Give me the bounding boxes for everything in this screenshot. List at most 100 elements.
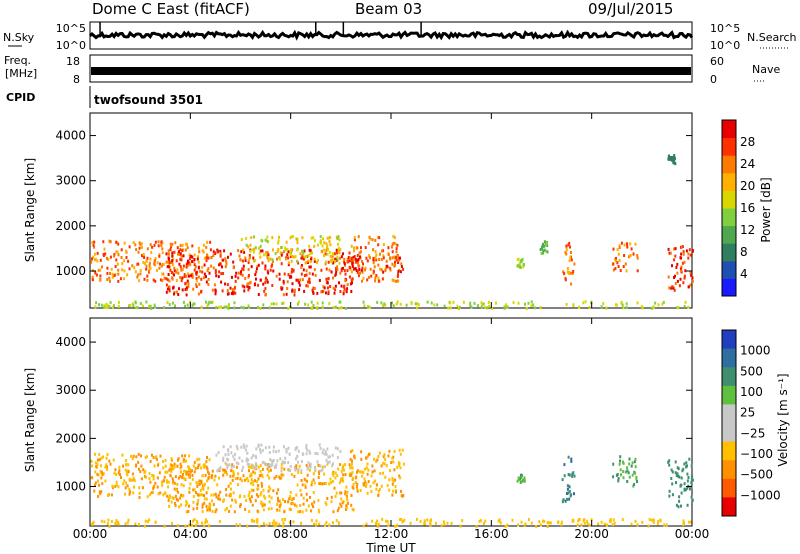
data-cell [207,476,210,480]
data-cell [307,504,310,508]
data-cell [117,268,120,272]
data-cell [214,292,217,296]
data-cell [382,471,384,475]
data-cell [182,494,185,497]
data-cell [107,494,109,497]
data-cell [138,246,141,250]
xtick-label: 20:00 [574,527,609,541]
data-cell [242,474,245,478]
data-cell [259,493,262,497]
data-cell [325,246,328,250]
data-cell [358,470,361,474]
data-cell [332,305,335,309]
data-cell [615,256,617,260]
data-cell [334,476,337,480]
data-cell [397,254,400,258]
data-cell [171,259,174,263]
data-cell [293,503,296,507]
data-cell [153,263,156,267]
data-cell [396,465,399,469]
data-cell [268,494,271,498]
data-cell [634,465,637,469]
data-cell [200,481,203,485]
data-cell [203,465,206,469]
data-cell [180,470,182,474]
data-cell [171,477,174,481]
data-cell [391,278,394,282]
data-cell [168,285,171,289]
data-cell [171,522,174,525]
data-cell [266,251,269,255]
data-cell [218,263,221,267]
data-cell [248,253,251,257]
data-cell [691,276,694,280]
data-cell [617,479,620,483]
data-cell [199,269,202,273]
data-cell [563,474,566,478]
data-cell [263,494,265,498]
freq-label: Freq. [4,54,31,67]
data-cell [168,468,171,472]
data-cell [337,249,340,253]
data-cell [111,484,114,488]
data-cell [208,458,211,462]
data-cell [227,458,230,462]
data-cell [252,256,255,260]
data-cell [247,275,250,279]
data-cell [308,265,311,269]
data-cell [179,244,182,248]
data-cell [458,305,461,309]
data-cell [163,306,166,309]
data-cell [295,464,298,468]
data-cell [187,259,189,263]
data-cell [178,262,181,266]
data-cell [353,246,355,250]
data-cell [342,252,344,256]
data-cell [434,521,437,525]
data-cell [366,259,369,263]
data-cell [252,488,255,492]
data-cell [373,469,376,473]
data-cell [230,487,232,491]
data-cell [292,235,295,238]
nsky-trace [88,22,694,41]
data-cell [405,303,408,307]
data-cell [327,260,330,264]
data-cell [241,267,244,271]
data-cell [230,469,233,473]
data-cell [353,255,356,258]
data-cell [302,268,305,272]
data-cell [192,500,195,504]
data-cell [353,267,356,271]
data-cell [487,300,490,304]
data-cell [241,459,244,463]
data-cell [332,473,335,477]
data-cell [134,243,137,247]
data-cell [206,253,208,257]
data-cell [198,250,201,254]
data-cell [165,283,168,287]
data-cell [103,247,106,251]
data-cell [269,487,272,491]
data-cell [134,300,137,304]
colorbar-frame [721,119,737,297]
data-cell [287,446,290,450]
data-cell [674,162,677,166]
data-cell [309,451,312,455]
data-cell [210,475,213,479]
data-cell [401,494,404,498]
data-cell [250,473,253,477]
data-cell [299,252,302,256]
data-cell [232,491,235,495]
data-cell [359,271,361,275]
data-cell [682,250,685,254]
data-cell [326,447,329,451]
data-cell [188,257,191,261]
data-cell [91,278,94,282]
data-cell [218,270,221,274]
data-cell [196,519,199,523]
data-cell [280,253,283,257]
data-cell [302,496,305,500]
data-cell [164,470,167,474]
